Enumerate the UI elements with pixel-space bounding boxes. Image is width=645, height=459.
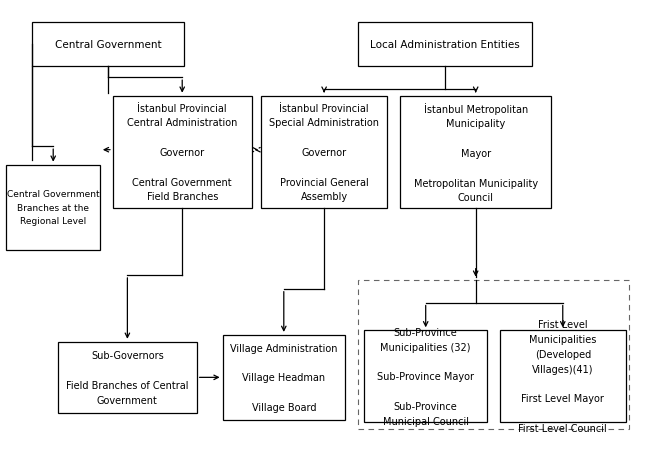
Text: Sub-Province
Municipalities (32)

Sub-Province Mayor

Sub-Province
Municipal Cou: Sub-Province Municipalities (32) Sub-Pro… [377,327,474,425]
Bar [6,165,100,250]
Text: İstanbul Metropolitan
Municipality

Mayor

Metropolitan Municipality
Council: İstanbul Metropolitan Municipality Mayor… [413,102,538,203]
Bar [223,335,345,420]
Text: Local Administration Entities: Local Administration Entities [370,40,520,50]
Bar [358,23,532,67]
Bar [261,96,387,209]
Bar [58,342,197,413]
Text: İstanbul Provincial
Special Administration

Governor

Provincial General
Assembl: İstanbul Provincial Special Administrati… [269,103,379,202]
Bar [32,23,184,67]
Text: Frist Level
Municipalities
(Developed
Villages)(41)

First Level Mayor

First Le: Frist Level Municipalities (Developed Vi… [519,320,607,433]
Bar [358,280,629,429]
Bar [113,96,252,209]
Bar [364,330,487,422]
Text: Sub-Governors

Field Branches of Central
Government: Sub-Governors Field Branches of Central … [66,350,188,405]
Bar [400,96,551,209]
Text: Central Government: Central Government [55,40,161,50]
Bar [500,330,626,422]
Text: Village Administration

Village Headman

Village Board: Village Administration Village Headman V… [230,343,337,412]
Text: İstanbul Provincial
Central Administration

Governor

Central Government
Field B: İstanbul Provincial Central Administrati… [127,103,237,202]
Text: Central Government
Branches at the
Regional Level: Central Government Branches at the Regio… [7,190,99,225]
